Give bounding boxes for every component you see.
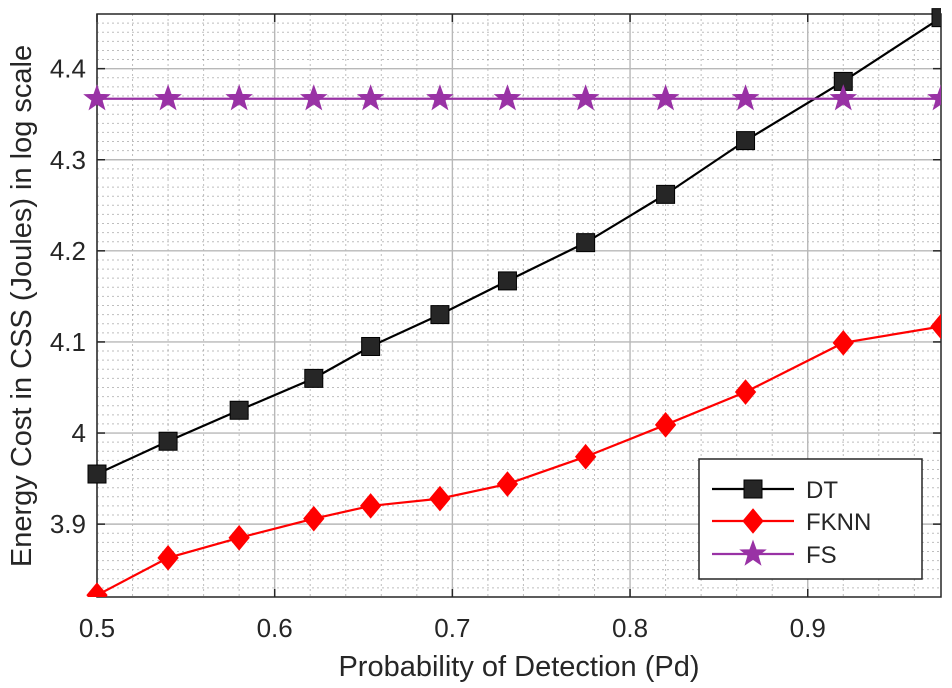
data-point-fknn (157, 545, 179, 571)
data-point-fknn (574, 443, 597, 470)
series-markers (83, 8, 941, 597)
series-line-fknn (96, 325, 941, 597)
y-axis-label: Energy Cost in CSS (Joules) in log scale (6, 45, 38, 567)
legend-marker-dt (743, 479, 763, 499)
grid (96, 13, 941, 597)
x-tick-label: 0.7 (434, 613, 470, 643)
data-point-dt (87, 464, 107, 484)
x-tick-label: 0.8 (612, 613, 648, 643)
legend: DT FKNN FS (698, 458, 923, 580)
data-point-fs (731, 84, 760, 111)
data-point-fs (299, 84, 328, 111)
data-point-fs (493, 84, 522, 111)
data-point-dt (229, 400, 249, 420)
y-tick-label: 4.3 (50, 145, 86, 175)
y-tick-label: 3.9 (50, 509, 86, 539)
data-point-fknn (359, 493, 382, 519)
data-point-fknn (654, 412, 677, 438)
legend-label-fknn: FKNN (806, 509, 871, 536)
legend-label-fs: FS (806, 542, 837, 569)
legend-box (698, 458, 923, 580)
data-point-fs (651, 84, 680, 111)
data-point-fknn (930, 313, 941, 340)
data-point-fs (356, 84, 385, 111)
data-point-fknn (429, 485, 451, 512)
series-lines (96, 16, 941, 597)
y-tick-label: 4 (72, 418, 86, 448)
data-point-fknn (496, 471, 519, 497)
data-point-dt (497, 271, 517, 291)
series-line-dt (96, 16, 941, 476)
data-point-dt (656, 184, 676, 204)
x-tick-label: 0.5 (79, 613, 115, 643)
data-point-fs (927, 84, 941, 111)
x-axis-label: Probability of Detection (Pd) (338, 651, 699, 683)
x-tick-label: 0.9 (790, 613, 826, 643)
legend-marker-fknn (742, 508, 764, 534)
data-point-fknn (303, 505, 325, 532)
x-tick-label: 0.6 (257, 613, 293, 643)
data-point-fs (571, 84, 600, 111)
tick-labels: 0.5 0.6 0.7 0.8 0.9 3.9 4 4.1 4.2 4.3 4.4 (50, 54, 826, 643)
data-point-dt (576, 233, 596, 253)
data-point-fknn (832, 330, 854, 356)
data-point-dt (304, 368, 324, 388)
data-point-dt (736, 131, 756, 151)
data-point-dt (931, 8, 941, 28)
data-point-fs (225, 84, 253, 111)
data-point-fs (426, 84, 454, 111)
data-point-fknn (86, 582, 108, 597)
y-tick-label: 4.4 (50, 54, 86, 84)
data-point-fs (154, 84, 182, 111)
data-point-fknn (734, 379, 757, 405)
data-point-fs (83, 84, 111, 111)
data-point-fs (829, 84, 858, 111)
legend-marker-fs (739, 539, 767, 566)
data-point-dt (430, 305, 450, 325)
plot-area-frame (96, 13, 942, 598)
data-point-fknn (228, 525, 250, 551)
y-tick-label: 4.2 (50, 236, 86, 266)
legend-label-dt: DT (806, 477, 838, 504)
data-point-dt (361, 336, 381, 356)
y-tick-label: 4.1 (50, 327, 86, 357)
data-point-dt (158, 431, 178, 451)
